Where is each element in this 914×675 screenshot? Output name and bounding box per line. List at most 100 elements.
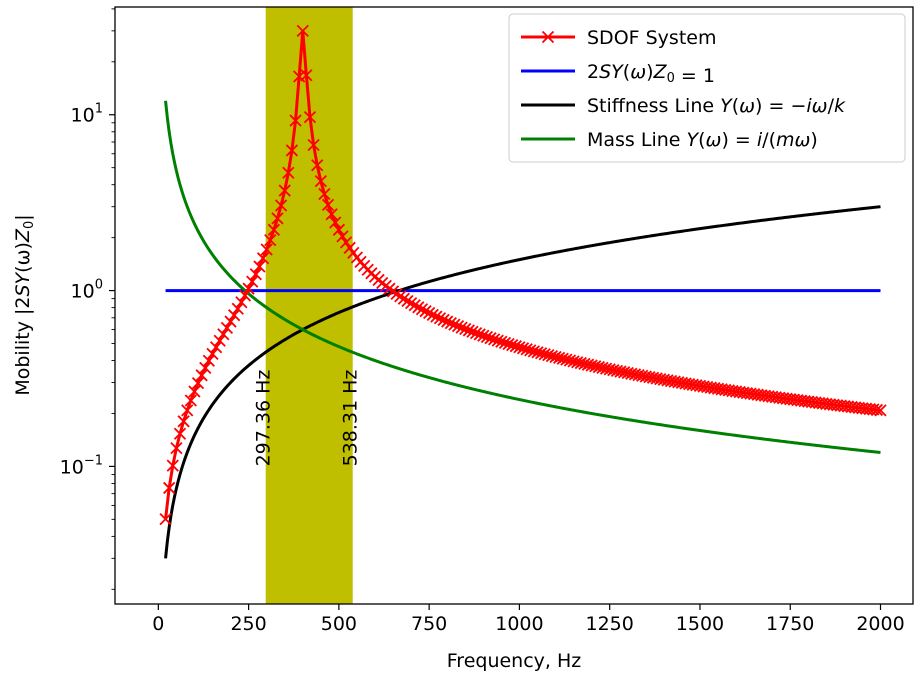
sdof-marker <box>191 377 205 390</box>
sdof-marker <box>430 310 443 323</box>
sdof-marker <box>220 321 234 335</box>
sdof-marker <box>491 334 504 347</box>
sdof-marker <box>596 361 609 374</box>
sdof-marker <box>282 166 295 179</box>
y-axis: 10−1 100 101 <box>60 8 115 590</box>
sdof-marker <box>870 403 884 417</box>
sdof-marker <box>531 346 544 359</box>
y-axis-label-prefix: Mobility |2 <box>12 297 34 396</box>
x-tick-label: 500 <box>321 613 357 635</box>
sdof-marker <box>437 313 450 327</box>
sdof-marker <box>448 318 461 331</box>
sdof-marker <box>592 360 605 374</box>
sdof-marker <box>477 329 490 342</box>
sdof-marker <box>610 364 624 377</box>
sdof-marker <box>614 365 627 378</box>
legend-label: 2SY(ω)Z0 = 1 <box>587 61 715 87</box>
sdof-marker <box>163 481 176 495</box>
sdof-marker <box>589 360 602 373</box>
sdof-marker <box>542 349 555 362</box>
plot-frame <box>114 6 914 605</box>
sdof-marker <box>552 351 566 365</box>
sdof-marker <box>455 321 468 334</box>
sdof-marker <box>181 404 194 417</box>
x-axis-label: Frequency, Hz <box>447 650 582 672</box>
x-tick-label: 250 <box>230 613 266 635</box>
sdof-marker <box>271 212 284 225</box>
sdof-marker <box>278 184 291 197</box>
sdof-marker <box>173 427 187 440</box>
x-tick-label: 1250 <box>586 613 634 635</box>
sdof-marker <box>256 252 270 265</box>
sdof-marker <box>560 353 573 366</box>
sdof-marker <box>567 355 580 368</box>
sdof-marker <box>343 241 356 254</box>
legend-box <box>508 13 906 163</box>
sdof-marker <box>397 292 411 305</box>
sdof-marker <box>498 336 512 350</box>
sdof-marker <box>206 347 219 361</box>
sdof-marker <box>545 349 559 363</box>
series-stiffness-line <box>164 205 881 559</box>
sdof-marker <box>238 289 252 302</box>
legend: SDOF System 2SY(ω)Z0 = 1 Stiffness Line Y(… <box>508 13 906 163</box>
y-axis-label-sy: SY <box>12 271 34 296</box>
sdof-marker <box>339 236 353 249</box>
sdof-marker <box>249 268 262 281</box>
sdof-marker <box>617 366 631 379</box>
sdof-marker <box>549 350 562 364</box>
sdof-marker <box>534 347 548 360</box>
sdof-marker <box>451 320 465 333</box>
sdof-marker <box>303 110 317 124</box>
sdof-marker <box>441 315 454 328</box>
sdof-marker <box>264 233 277 247</box>
sdof-marker <box>625 367 638 380</box>
sdof-marker <box>260 243 273 256</box>
x-tick-label: 0 <box>152 613 164 635</box>
sdof-marker <box>228 309 241 322</box>
sdof-marker <box>423 306 436 320</box>
sdof-marker <box>199 361 212 375</box>
sdof-marker <box>300 69 313 82</box>
sdof-marker <box>166 459 179 472</box>
sdof-marker <box>502 337 515 351</box>
sdof-marker <box>274 199 288 212</box>
sdof-marker <box>213 334 226 347</box>
sdof-marker <box>563 354 577 367</box>
sdof-marker <box>307 138 320 152</box>
y-tick-label: 100 <box>71 278 103 303</box>
sdof-marker <box>571 356 584 369</box>
x-tick-label: 1500 <box>676 613 724 635</box>
x-axis: 0 250 500 750 1000 1250 1500 1750 2000 <box>152 604 905 635</box>
sdof-marker <box>253 260 266 273</box>
sdof-marker <box>159 513 172 526</box>
sdof-marker <box>401 294 414 308</box>
y-axis-label-omega: (ω) <box>12 242 34 273</box>
sdof-marker <box>578 357 591 371</box>
sdof-marker <box>415 303 429 316</box>
y-axis-label-subscript: 0 <box>22 221 37 229</box>
sdof-marker <box>495 335 508 348</box>
sdof-marker <box>329 216 342 229</box>
sdof-marker <box>318 187 331 201</box>
annotation-layer: 297.36 Hz 538.31 Hz <box>253 370 362 467</box>
sdof-marker <box>332 223 346 236</box>
sdof-marker <box>480 330 494 344</box>
sdof-marker <box>506 338 519 352</box>
x-tick-label: 2000 <box>856 613 904 635</box>
sdof-marker <box>509 340 522 353</box>
sdof-marker <box>426 308 439 321</box>
x-tick-label: 750 <box>411 613 447 635</box>
sdof-marker <box>314 174 327 188</box>
series-layer <box>159 24 887 559</box>
sdof-marker <box>433 312 447 325</box>
sdof-marker <box>231 302 244 315</box>
sdof-marker <box>462 324 476 337</box>
sdof-marker <box>585 359 598 372</box>
sdof-marker <box>336 230 349 243</box>
sdof-marker <box>520 343 533 356</box>
sdof-marker <box>217 328 230 341</box>
sdof-marker <box>603 363 616 376</box>
sdof-marker <box>444 316 457 330</box>
